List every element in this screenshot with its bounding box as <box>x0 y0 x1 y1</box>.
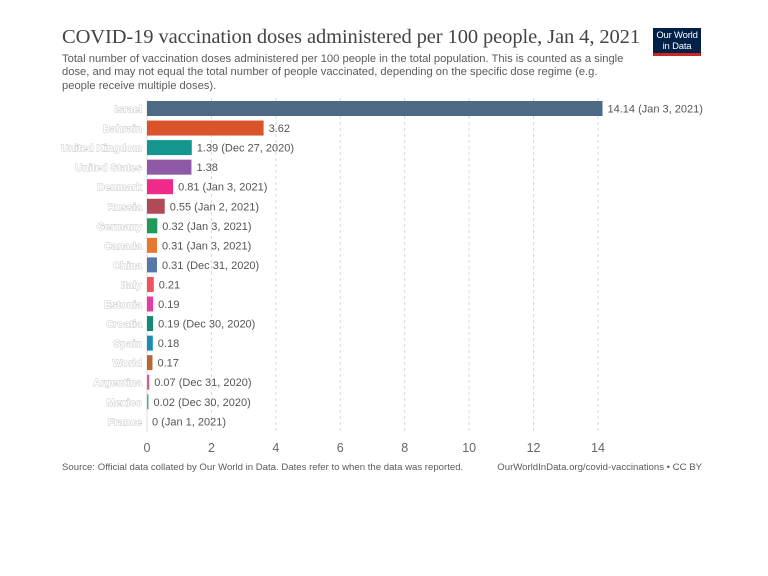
x-tick-label: 2 <box>208 441 215 455</box>
category-label: United Kingdom <box>61 143 142 155</box>
category-label: Denmark <box>97 182 142 194</box>
value-label: 3.62 <box>269 123 290 135</box>
bar-canada <box>147 237 157 253</box>
bar-world <box>147 355 153 371</box>
logo-line-1: Our World <box>656 30 698 41</box>
x-tick-label: 0 <box>144 441 151 455</box>
value-label: 0.31 (Dec 31, 2020) <box>162 260 259 272</box>
bar-united-kingdom <box>147 140 192 156</box>
source-note: Source: Official data collated by Our Wo… <box>62 462 464 473</box>
value-label: 0.19 <box>158 299 179 311</box>
category-label: Spain <box>113 338 142 350</box>
category-label: World <box>112 358 142 370</box>
bar-mexico <box>147 394 149 410</box>
owid-logo[interactable]: Our World in Data <box>653 28 701 56</box>
chart-subtitle: Total number of vaccination doses admini… <box>62 53 624 92</box>
value-label: 0.21 <box>159 279 180 291</box>
value-label: 0.81 (Jan 3, 2021) <box>178 182 267 194</box>
bar-russia <box>147 198 165 214</box>
category-label: Argentina <box>93 377 142 389</box>
value-label: 0.07 (Dec 31, 2020) <box>154 377 251 389</box>
value-label: 1.39 (Dec 27, 2020) <box>197 143 294 155</box>
category-label: Russia <box>108 201 143 213</box>
category-label: Mexico <box>106 397 142 409</box>
x-tick-label: 12 <box>527 441 541 455</box>
value-label: 0.32 (Jan 3, 2021) <box>162 221 251 233</box>
value-label: 0.19 (Dec 30, 2020) <box>158 319 255 331</box>
value-label: 1.38 <box>196 162 217 174</box>
value-label: 0.02 (Dec 30, 2020) <box>154 397 251 409</box>
x-tick-label: 8 <box>401 441 408 455</box>
category-label: Canada <box>104 240 142 252</box>
category-label: China <box>113 260 142 272</box>
category-label: France <box>108 416 143 428</box>
bar-spain <box>147 335 153 351</box>
x-tick-label: 10 <box>462 441 476 455</box>
url-license[interactable]: OurWorldInData.org/covid-vaccinations • … <box>497 462 702 473</box>
chart-title: COVID-19 vaccination doses administered … <box>62 26 640 48</box>
value-label: 0.17 <box>157 358 178 370</box>
value-label: 0.31 (Jan 3, 2021) <box>162 240 251 252</box>
bar-china <box>147 257 157 273</box>
bar-italy <box>147 276 154 292</box>
value-label: 0.55 (Jan 2, 2021) <box>170 201 259 213</box>
bar-denmark <box>147 179 174 195</box>
bar-israel <box>147 101 603 116</box>
x-tick-label: 6 <box>337 441 344 455</box>
category-label: United States <box>75 162 142 174</box>
category-label: Croatia <box>106 319 142 331</box>
category-label: Italy <box>121 279 142 291</box>
x-tick-label: 14 <box>591 441 605 455</box>
category-label: Germany <box>96 221 142 233</box>
category-label: Estonia <box>104 299 142 311</box>
value-label: 14.14 (Jan 3, 2021) <box>608 104 703 116</box>
value-label: 0.18 <box>158 338 179 350</box>
bar-estonia <box>147 296 154 312</box>
logo-line-2: in Data <box>662 40 692 52</box>
x-tick-label: 4 <box>272 441 279 455</box>
bar-argentina <box>147 374 150 390</box>
bar-united-states <box>147 159 192 175</box>
bar-bahrain <box>147 120 264 136</box>
bar-germany <box>147 218 158 234</box>
bar-croatia <box>147 316 154 332</box>
value-label: 0 (Jan 1, 2021) <box>152 416 226 428</box>
category-label: Israel <box>115 104 143 116</box>
category-label: Bahrain <box>103 123 142 135</box>
